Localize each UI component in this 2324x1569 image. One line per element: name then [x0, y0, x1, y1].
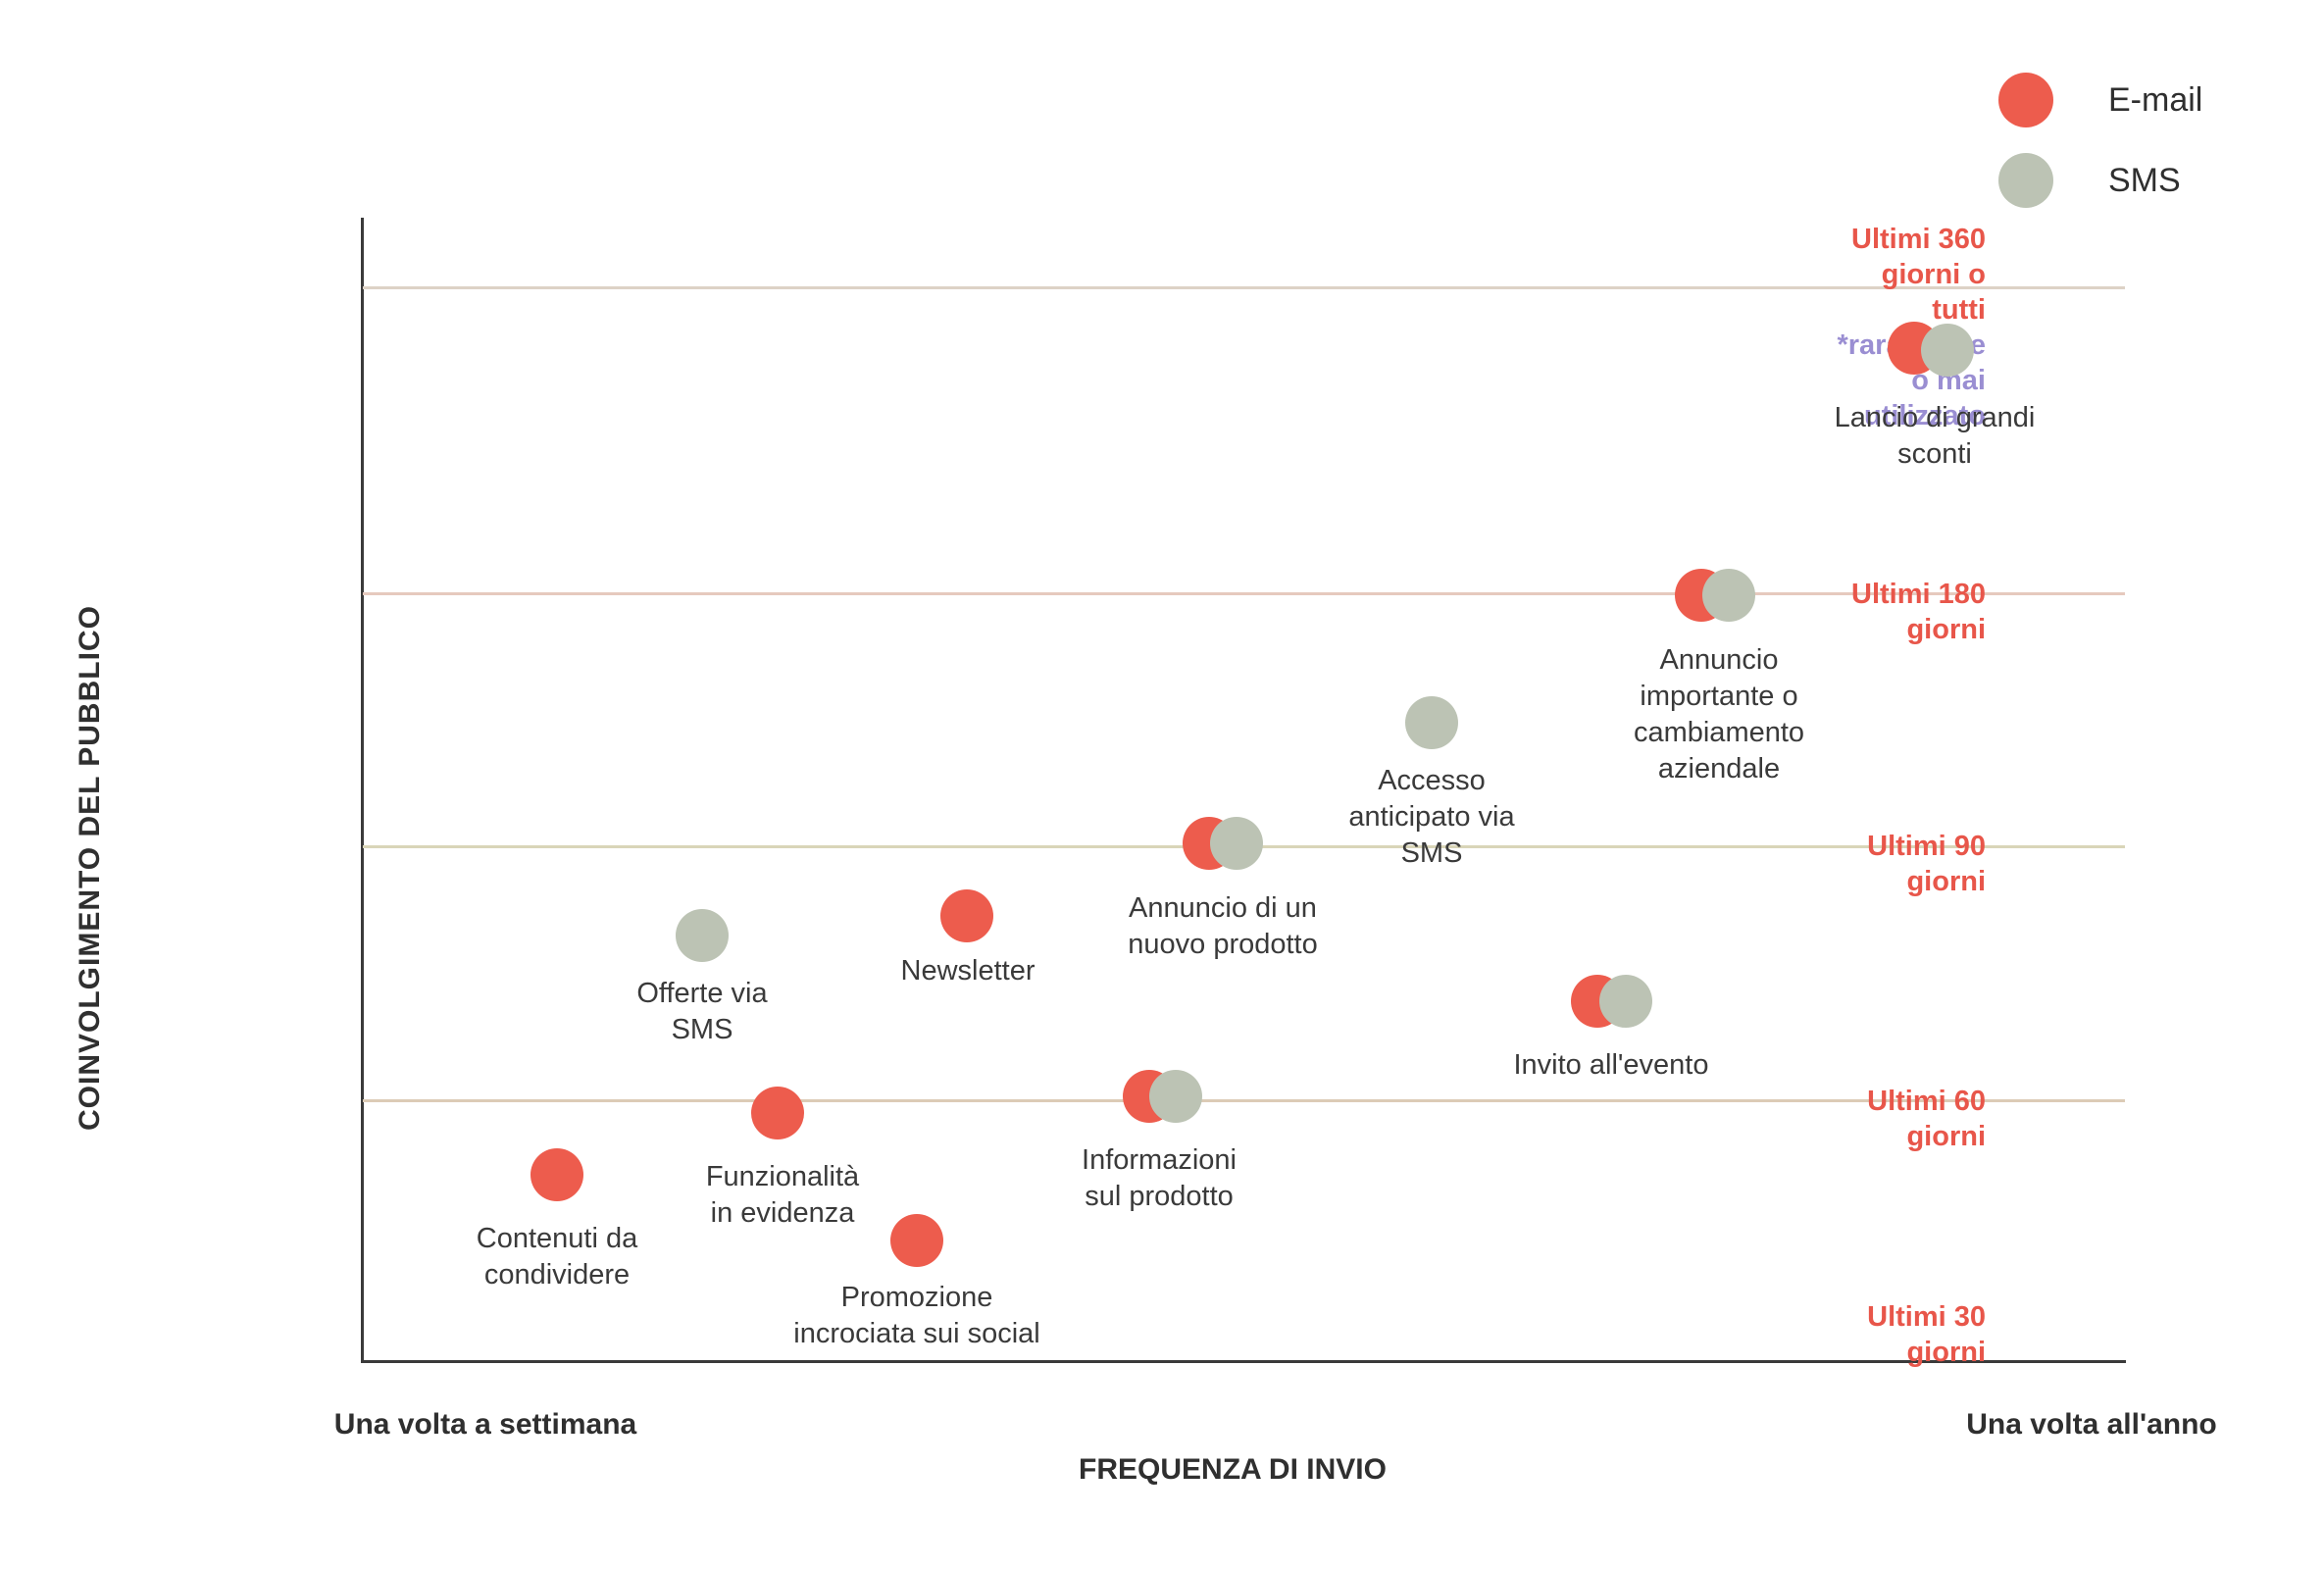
y-tick-note-line: utilizzato	[1863, 400, 1986, 431]
point-label: Accesso anticipato via SMS	[1348, 763, 1514, 872]
legend-label: SMS	[2108, 161, 2181, 199]
data-point-sms	[1149, 1070, 1202, 1123]
point-label-line: SMS	[671, 1014, 733, 1045]
y-tick-line: giorni	[1906, 866, 1986, 897]
point-label-line: Accesso	[1378, 765, 1486, 796]
data-point-email	[530, 1148, 583, 1201]
point-label: Informazioni sul prodotto	[1082, 1142, 1237, 1215]
point-label-line: aziendale	[1657, 753, 1781, 784]
x-axis-left-endpoint-label: Una volta a settimana	[333, 1408, 637, 1441]
y-tick-line: giorni o	[1881, 259, 1986, 290]
y-tick-label: Ultimi 180 giorni	[1851, 577, 1986, 647]
data-point-sms	[676, 909, 729, 962]
point-label-line: SMS	[1400, 837, 1463, 869]
point-label-line: nuovo prodotto	[1128, 929, 1318, 960]
point-label-line: Newsletter	[900, 955, 1036, 987]
point-label: Invito all'evento	[1514, 1047, 1709, 1084]
point-label: Offerte via SMS	[636, 976, 767, 1048]
point-label-line: Promozione	[840, 1282, 993, 1313]
data-point-email	[751, 1087, 804, 1139]
point-label: Newsletter	[901, 953, 1036, 989]
y-tick-label: Ultimi 30 giorni	[1867, 1299, 1986, 1370]
point-label: Funzionalità in evidenza	[706, 1159, 859, 1232]
y-tick-label: Ultimi 90 giorni	[1867, 829, 1986, 899]
point-label: Annuncio importante o cambiamento aziendale	[1634, 642, 1804, 787]
y-tick-line: tutti	[1932, 294, 1986, 326]
data-point-sms	[1210, 817, 1263, 870]
y-tick-line: giorni	[1906, 1337, 1986, 1368]
x-axis-right-endpoint-label: Una volta all'anno	[1966, 1408, 2217, 1441]
y-tick-line: Ultimi 90	[1867, 831, 1986, 862]
y-axis-title: COINVOLGIMENTO DEL PUBBLICO	[74, 605, 106, 1131]
y-tick-line: Ultimi 60	[1867, 1086, 1986, 1117]
legend: E-mail SMS	[1998, 73, 2202, 233]
legend-item: SMS	[1998, 153, 2202, 208]
data-point-sms	[1599, 975, 1652, 1028]
data-point-sms	[1702, 569, 1755, 622]
data-point-email	[890, 1214, 943, 1267]
data-point-sms	[1405, 696, 1458, 749]
gridline	[363, 286, 2125, 289]
point-label-line: Funzionalità	[705, 1161, 860, 1192]
point-label-line: Annuncio	[1659, 644, 1779, 676]
point-label-line: sconti	[1897, 438, 1972, 470]
y-tick-line: Ultimi 360	[1851, 224, 1986, 255]
legend-label: E-mail	[2108, 80, 2203, 119]
gridline	[363, 1099, 2125, 1102]
point-label-line: in evidenza	[710, 1197, 855, 1229]
x-axis-title: FREQUENZA DI INVIO	[1079, 1453, 1387, 1486]
gridline	[363, 592, 2125, 595]
point-label-line: condividere	[483, 1259, 631, 1291]
point-label-line: sul prodotto	[1085, 1181, 1234, 1212]
point-label-line: Offerte via	[636, 978, 768, 1009]
legend-swatch-sms-icon	[1998, 153, 2053, 208]
point-label-line: importante o	[1640, 681, 1798, 712]
y-axis-line	[361, 218, 364, 1363]
point-label-line: Informazioni	[1082, 1144, 1237, 1176]
point-label-line: Lancio di grandi	[1834, 402, 2036, 433]
point-label: Contenuti da condividere	[477, 1221, 637, 1293]
point-label-line: anticipato via	[1348, 801, 1515, 833]
point-label: Lancio di grandi sconti	[1835, 400, 2036, 473]
point-label-line: cambiamento	[1633, 717, 1805, 748]
point-label-line: Invito all'evento	[1513, 1049, 1709, 1081]
point-label-line: incrociata sui social	[793, 1318, 1040, 1349]
x-axis-line	[361, 1360, 2126, 1363]
point-label-line: Annuncio di un	[1129, 892, 1317, 924]
y-tick-line: Ultimi 180	[1851, 579, 1986, 610]
legend-swatch-email-icon	[1998, 73, 2053, 127]
legend-item: E-mail	[1998, 73, 2202, 127]
point-label: Promozione incrociata sui social	[793, 1280, 1039, 1352]
y-tick-line: giorni	[1906, 1121, 1986, 1152]
y-tick-line: giorni	[1906, 614, 1986, 645]
point-label: Annuncio di un nuovo prodotto	[1128, 890, 1317, 963]
point-label-line: Contenuti da	[476, 1223, 638, 1254]
y-tick-label: Ultimi 60 giorni	[1867, 1084, 1986, 1154]
y-tick-line: Ultimi 30	[1867, 1301, 1986, 1333]
data-point-sms	[1921, 324, 1974, 377]
data-point-email	[940, 889, 993, 942]
